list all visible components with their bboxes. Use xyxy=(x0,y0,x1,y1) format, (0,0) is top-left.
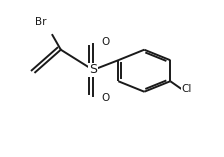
Text: O: O xyxy=(101,93,110,103)
Text: O: O xyxy=(101,37,110,47)
Text: S: S xyxy=(89,63,97,76)
Text: Br: Br xyxy=(35,17,47,27)
Text: Cl: Cl xyxy=(182,84,192,94)
